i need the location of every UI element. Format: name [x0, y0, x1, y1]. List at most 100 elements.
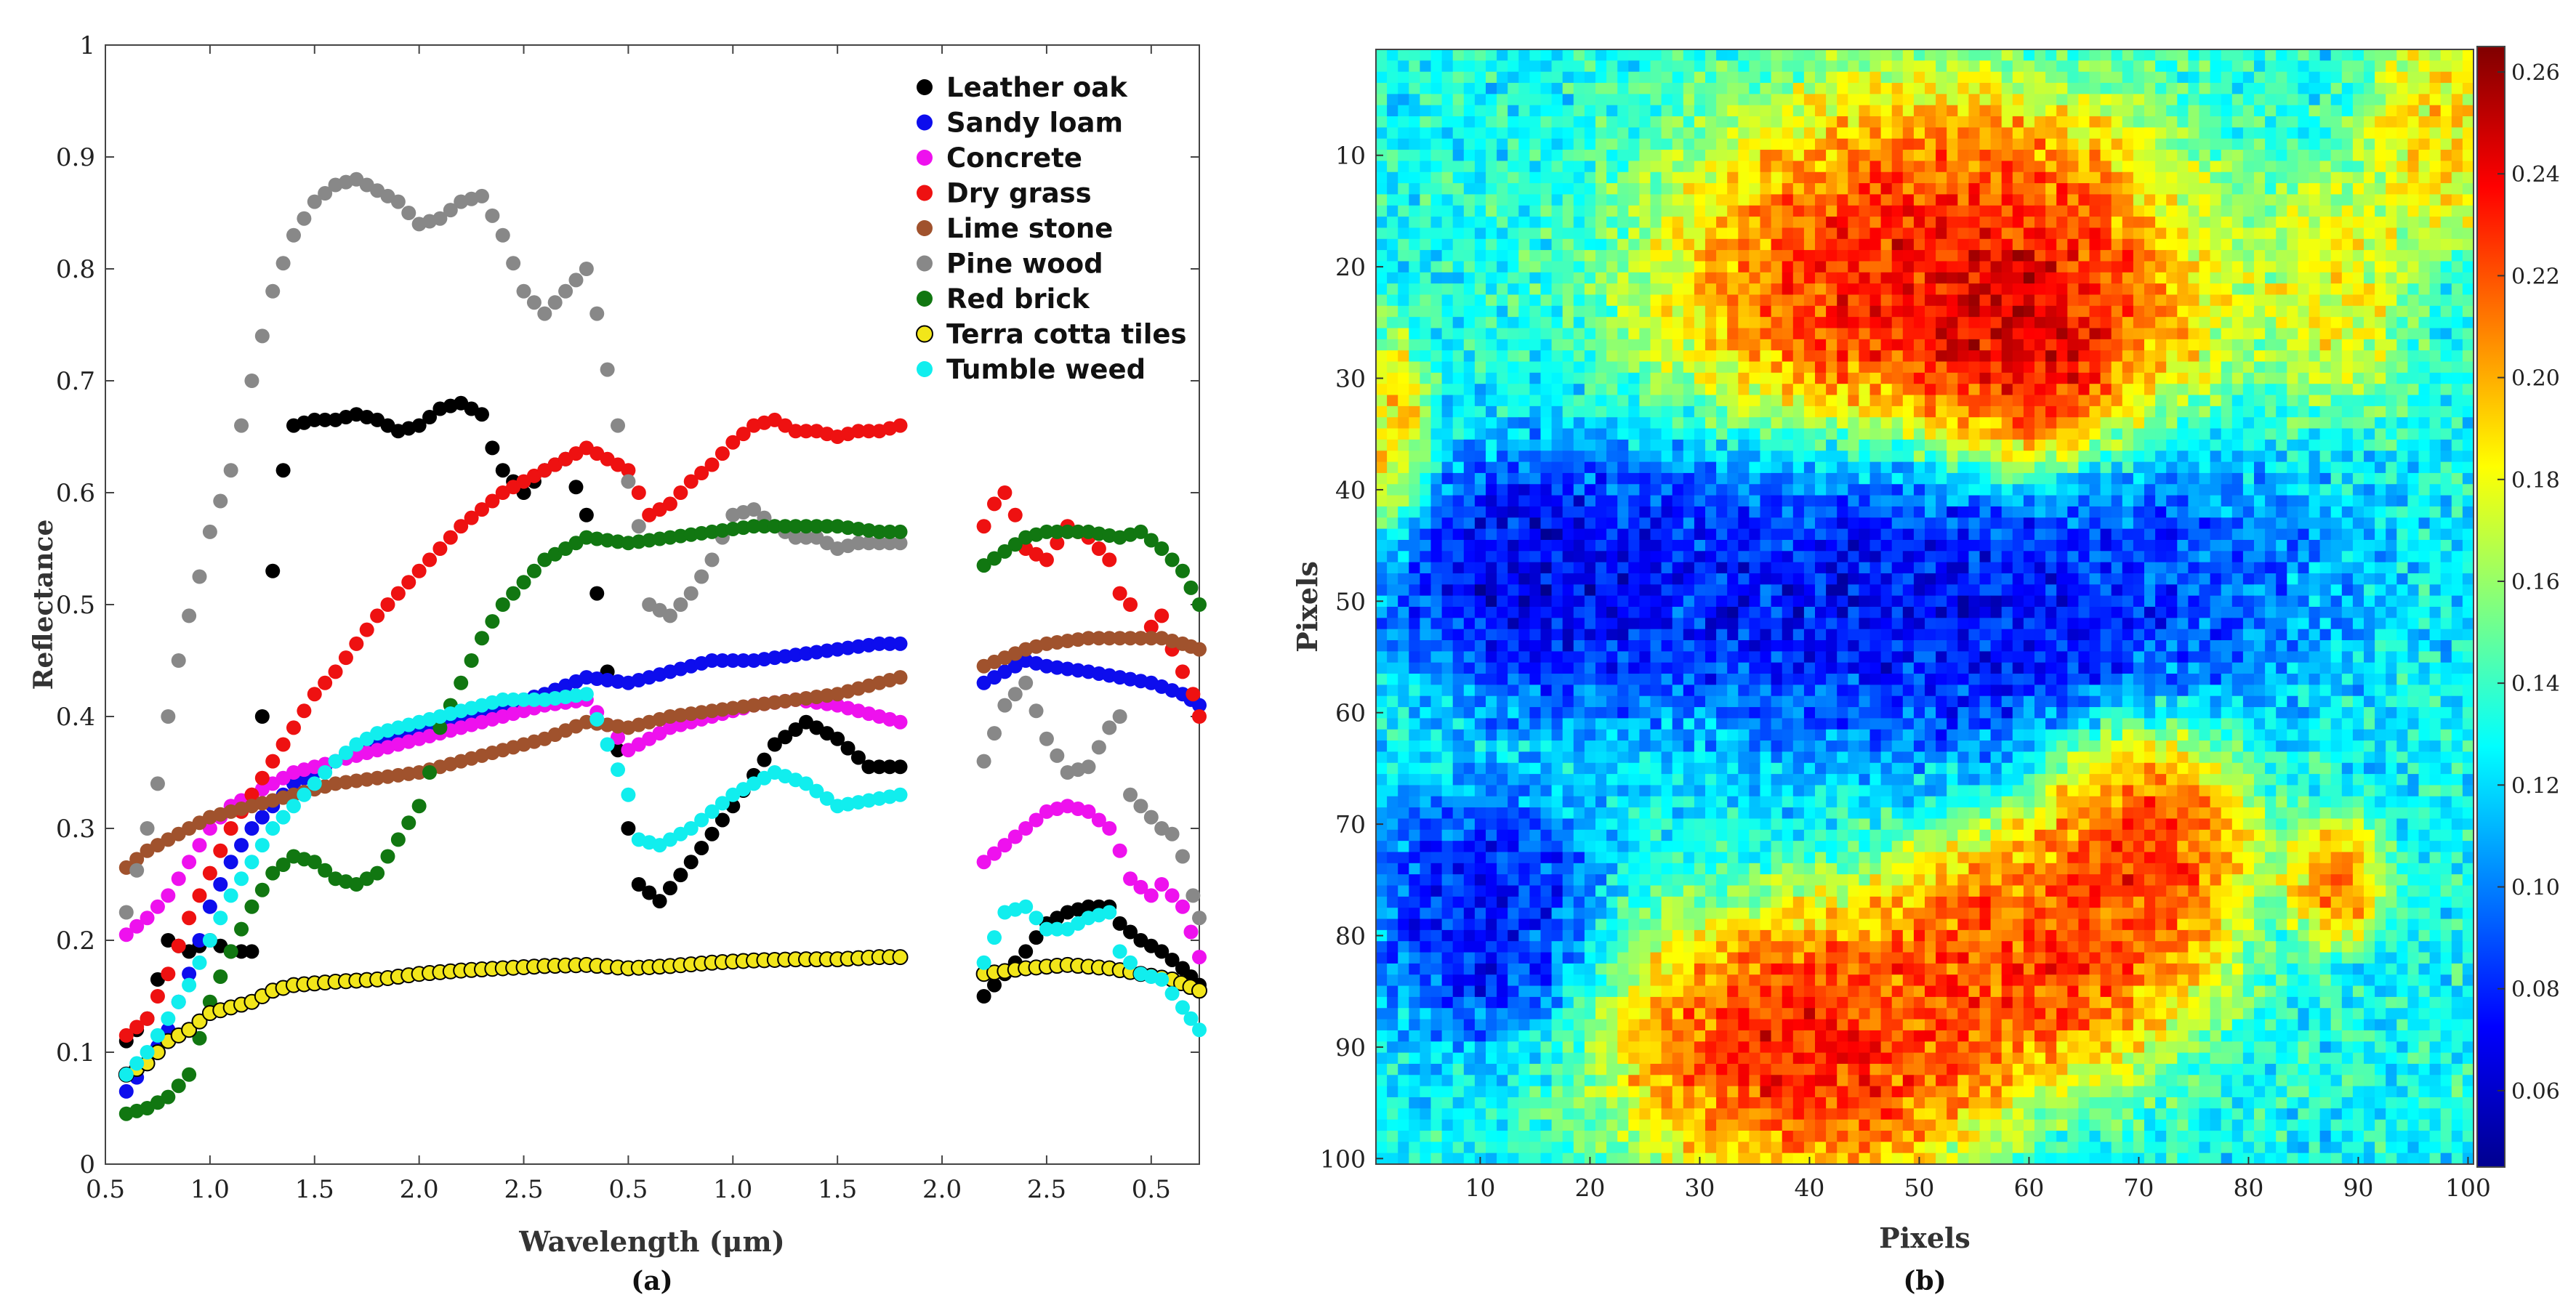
heatmap-cell [1694, 339, 1706, 351]
heatmap-cell [2429, 328, 2442, 340]
heatmap-cell [1869, 227, 1882, 240]
data-point [254, 328, 270, 344]
heatmap-cell [1792, 361, 1805, 374]
data-point [1154, 877, 1170, 892]
series-lime-stone [118, 631, 1207, 875]
heatmap-cell [1376, 127, 1388, 140]
heatmap-cell [1913, 372, 1925, 384]
heatmap-cell [2276, 350, 2287, 363]
heatmap-cell [1584, 461, 1596, 474]
heatmap-cell [1508, 261, 1519, 273]
data-point [129, 1020, 145, 1035]
heatmap-cell [1518, 161, 1530, 173]
heatmap-cell [1409, 361, 1420, 374]
heatmap-cell [1771, 238, 1783, 251]
heatmap-cell [2122, 250, 2134, 262]
heatmap-cell [1968, 183, 1981, 195]
heatmap-cell [1551, 484, 1563, 496]
heatmap-cell [1771, 372, 1783, 384]
heatmap-cell [1497, 361, 1508, 374]
heatmap-cell [1727, 472, 1739, 485]
heatmap-cell [1387, 60, 1398, 73]
heatmap-cell [2462, 339, 2474, 351]
heatmap-cell [1803, 339, 1816, 351]
heatmap-cell [1518, 472, 1530, 485]
heatmap-cell [2034, 350, 2046, 363]
heatmap-cell [1902, 339, 1915, 351]
data-point [182, 1067, 197, 1082]
heatmap-cell [1990, 305, 2003, 318]
heatmap-cell [2462, 405, 2474, 418]
heatmap-cell [1398, 305, 1409, 318]
heatmap-cell [2352, 350, 2364, 363]
heatmap-cell [1913, 49, 1925, 61]
heatmap-cell [1639, 395, 1651, 407]
heatmap-cell [1936, 484, 1947, 496]
heatmap-cell [1782, 261, 1794, 273]
data-point [516, 283, 531, 299]
heatmap-cell [2429, 317, 2442, 329]
heatmap-cell [2309, 127, 2321, 140]
heatmap-cell [1727, 361, 1739, 374]
heatmap-cell [1792, 183, 1805, 195]
heatmap-cell [1441, 138, 1454, 150]
heatmap-cell [2023, 350, 2035, 363]
heatmap-cell [1826, 105, 1838, 117]
heatmap-cell [2364, 116, 2375, 128]
heatmap-cell [1529, 361, 1542, 374]
heatmap-cell [2023, 116, 2035, 128]
heatmap-cell [2407, 339, 2420, 351]
heatmap-cell [1617, 451, 1629, 463]
heatmap-cell [1738, 105, 1750, 117]
heatmap-cell [1376, 451, 1388, 463]
heatmap-cell [1968, 127, 1981, 140]
heatmap-cell [1463, 361, 1476, 374]
heatmap-cell [1474, 205, 1486, 217]
heatmap-cell [1606, 317, 1618, 329]
heatmap-cell [1792, 150, 1805, 161]
heatmap-cell [1463, 116, 1476, 128]
heatmap-cell [1387, 339, 1398, 351]
legend-item: Terra cotta tiles [916, 319, 1187, 350]
heatmap-cell [1606, 49, 1618, 61]
heatmap-cell [1518, 250, 1530, 262]
heatmap-cell [1661, 250, 1673, 262]
heatmap-cell [2429, 71, 2442, 84]
heatmap-cell [2364, 305, 2375, 318]
heatmap-cell [2199, 428, 2211, 440]
heatmap-cell [1518, 405, 1530, 418]
y-tick-label-a: 0.2 [56, 927, 95, 956]
heatmap-cell [1738, 161, 1750, 173]
data-point [1123, 924, 1138, 940]
heatmap-cell [1990, 405, 2003, 418]
heatmap-cell [2386, 472, 2397, 485]
data-point [213, 911, 228, 926]
heatmap-cell [1826, 305, 1838, 318]
heatmap-cell [1508, 339, 1519, 351]
heatmap-cell [2330, 83, 2343, 94]
heatmap-cell [2122, 238, 2134, 251]
data-point [244, 821, 259, 836]
heatmap-cell [1474, 138, 1486, 150]
heatmap-cell [1463, 384, 1476, 396]
heatmap-cell [1792, 83, 1805, 94]
heatmap-cell [1968, 60, 1981, 73]
heatmap-cell [2012, 150, 2024, 161]
heatmap-cell [2319, 250, 2332, 262]
heatmap-cell [1902, 71, 1915, 84]
heatmap-cell [2386, 428, 2397, 440]
heatmap-cell [1474, 105, 1486, 117]
heatmap-cell [1540, 328, 1553, 340]
heatmap-cell [2122, 138, 2134, 150]
data-point [1102, 631, 1117, 646]
heatmap-cell [1771, 227, 1783, 240]
heatmap-cell [1957, 305, 1969, 318]
heatmap-cell [2386, 138, 2397, 150]
heatmap-cell [2089, 150, 2101, 161]
heatmap-cell [2078, 161, 2090, 173]
heatmap-cell [1782, 461, 1794, 474]
data-point [1192, 709, 1207, 724]
heatmap-cell [1979, 339, 1992, 351]
heatmap-cell [1441, 161, 1454, 173]
heatmap-cell [1869, 405, 1882, 418]
